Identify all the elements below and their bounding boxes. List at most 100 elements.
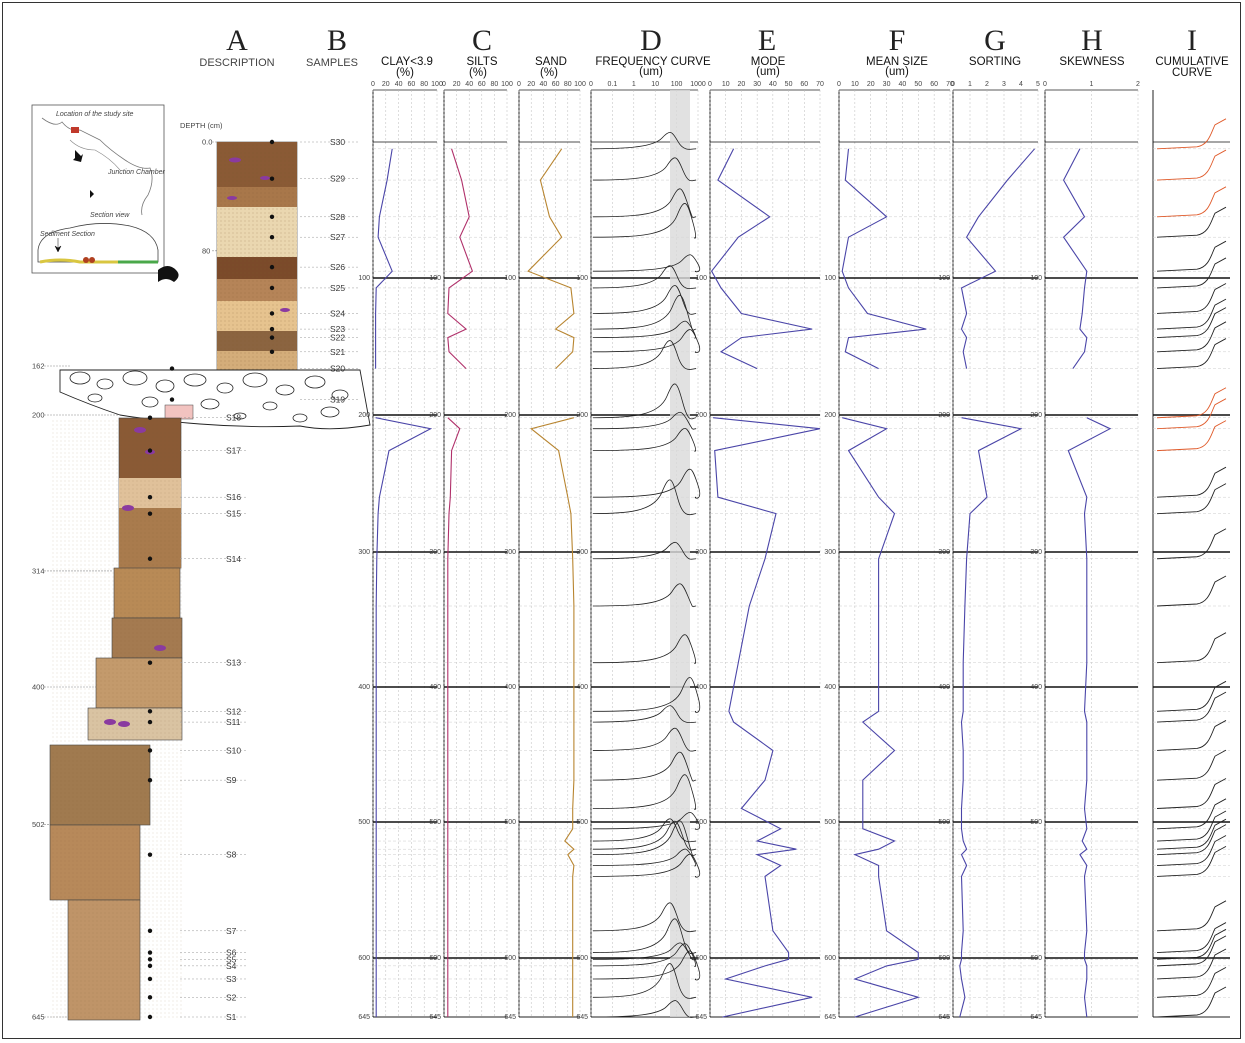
letter-B: B bbox=[327, 24, 347, 57]
axis-tick-label: 80 bbox=[564, 81, 572, 88]
sample-dot bbox=[269, 326, 275, 332]
plot-depth-tick: 300 bbox=[938, 549, 950, 556]
axis-tick-label: 40 bbox=[465, 81, 473, 88]
plot-depth-tick: 100 bbox=[576, 275, 588, 282]
axis-tick-label: 0 bbox=[442, 81, 446, 88]
plot-depth-tick: 500 bbox=[938, 819, 950, 826]
plot-depth-tick: 600 bbox=[358, 955, 370, 962]
axis-tick-label: 0 bbox=[517, 81, 521, 88]
sample-dot bbox=[147, 957, 153, 962]
series-line bbox=[1067, 417, 1112, 1018]
axis-tick-label: 2 bbox=[1136, 81, 1140, 88]
sample-dot bbox=[147, 995, 153, 1000]
sample-label: S9 bbox=[226, 775, 237, 785]
series-line bbox=[710, 148, 813, 370]
sample-label: S2 bbox=[226, 992, 237, 1002]
plot-depth-tick: 645 bbox=[576, 1014, 588, 1021]
header-mean-size: MEAN SIZE bbox=[866, 56, 928, 68]
sample-dot bbox=[269, 349, 275, 355]
plot-depth-tick: 400 bbox=[504, 684, 516, 691]
plot-depth-tick: 400 bbox=[695, 684, 707, 691]
sample-label: S3 bbox=[226, 974, 237, 984]
cumulative-curve bbox=[1156, 632, 1227, 664]
axis-tick-label: 60 bbox=[800, 81, 808, 88]
series-line bbox=[842, 417, 921, 1018]
sample-dot bbox=[147, 928, 153, 933]
sample-dot bbox=[169, 366, 175, 371]
sample-dot bbox=[147, 660, 153, 665]
plot-depth-tick: 300 bbox=[429, 549, 441, 556]
sample-label: S6 bbox=[226, 948, 237, 958]
depth-mark-label: 502 bbox=[32, 820, 45, 829]
plot-depth-tick: 600 bbox=[504, 955, 516, 962]
axis-tick-label: 30 bbox=[883, 81, 891, 88]
plot-panel: 0 10 20 30 40 50 60 70 100 200 300 400 500 600 645 bbox=[695, 81, 824, 1021]
cumulative-curve bbox=[1156, 922, 1227, 954]
axis-tick-label: 40 bbox=[899, 81, 907, 88]
cumulative-curve bbox=[1156, 283, 1227, 314]
plot-depth-tick: 300 bbox=[358, 549, 370, 556]
axis-tick-label: 50 bbox=[785, 81, 793, 88]
frequency-curve bbox=[592, 950, 701, 981]
header-mode-unit: (um) bbox=[756, 66, 780, 78]
axis-tick-label: 20 bbox=[738, 81, 746, 88]
letter-A: A bbox=[226, 24, 248, 57]
series-line bbox=[447, 417, 461, 1017]
frequency-curve bbox=[592, 963, 697, 999]
cumulative-curve bbox=[1156, 398, 1227, 430]
location-arrow-icon bbox=[73, 150, 83, 162]
axis-tick-label: 20 bbox=[382, 81, 390, 88]
frequency-curve bbox=[592, 774, 697, 811]
cumulative-curve bbox=[1156, 240, 1227, 272]
frequency-curve bbox=[592, 320, 697, 339]
sample-dots bbox=[147, 139, 275, 1020]
plot-depth-tick: 200 bbox=[824, 412, 836, 419]
axis-tick-label: 20 bbox=[867, 81, 875, 88]
sample-dot bbox=[269, 335, 275, 340]
cumulative-curve bbox=[1156, 810, 1227, 842]
plot-depth-tick: 645 bbox=[1030, 1014, 1042, 1021]
plot-depth-tick: 200 bbox=[358, 412, 370, 419]
cumulative-curve bbox=[1156, 466, 1227, 498]
cumulative-curve bbox=[1156, 298, 1227, 330]
header-mean-size-unit: (um) bbox=[885, 66, 909, 78]
plot-depth-tick: 200 bbox=[429, 412, 441, 419]
axis-tick-label: 2 bbox=[985, 81, 989, 88]
plot-depth-tick: 100 bbox=[358, 275, 370, 282]
axis-tick-label: 30 bbox=[753, 81, 761, 88]
cumulative-curve bbox=[1156, 986, 1227, 1018]
axis-tick-label: 3 bbox=[1002, 81, 1006, 88]
header-sorting: SORTING bbox=[969, 56, 1021, 68]
axis-tick-label: 0 bbox=[371, 81, 375, 88]
sample-dot bbox=[147, 852, 153, 857]
frequency-curve bbox=[592, 132, 697, 150]
frequency-curve bbox=[592, 751, 697, 782]
series-line bbox=[527, 148, 575, 369]
axis-tick-label: 5 bbox=[1036, 81, 1040, 88]
series-line bbox=[713, 417, 821, 1018]
axis-tick-label: 10 bbox=[651, 81, 659, 88]
plot-depth-tick: 500 bbox=[429, 819, 441, 826]
stratigraphic-log bbox=[49, 139, 371, 1021]
plot-panel: 0 0.1 1 10 100 1000 100 200 300 400 500 600 645 bbox=[576, 81, 706, 1021]
plot-depth-tick: 400 bbox=[358, 684, 370, 691]
frequency-curve bbox=[592, 918, 697, 955]
cumulative-curve bbox=[1156, 321, 1227, 353]
cumulative-curve bbox=[1156, 575, 1227, 607]
frequency-curve bbox=[592, 848, 697, 867]
plot-depth-tick: 600 bbox=[938, 955, 950, 962]
sample-dot bbox=[269, 264, 275, 270]
cumulative-curve bbox=[1156, 778, 1227, 809]
cumulative-curve bbox=[1156, 149, 1227, 181]
plot-depth-tick: 600 bbox=[824, 955, 836, 962]
depth-axis-label: DEPTH (cm) bbox=[180, 121, 223, 130]
axis-tick-label: 40 bbox=[395, 81, 403, 88]
pointer-arrow-icon bbox=[158, 266, 179, 282]
plot-depth-tick: 645 bbox=[695, 1014, 707, 1021]
frequency-curve bbox=[592, 329, 701, 353]
frequency-curve bbox=[592, 479, 697, 516]
frequency-curve bbox=[592, 265, 697, 290]
header-skewness: SKEWNESS bbox=[1059, 56, 1125, 68]
